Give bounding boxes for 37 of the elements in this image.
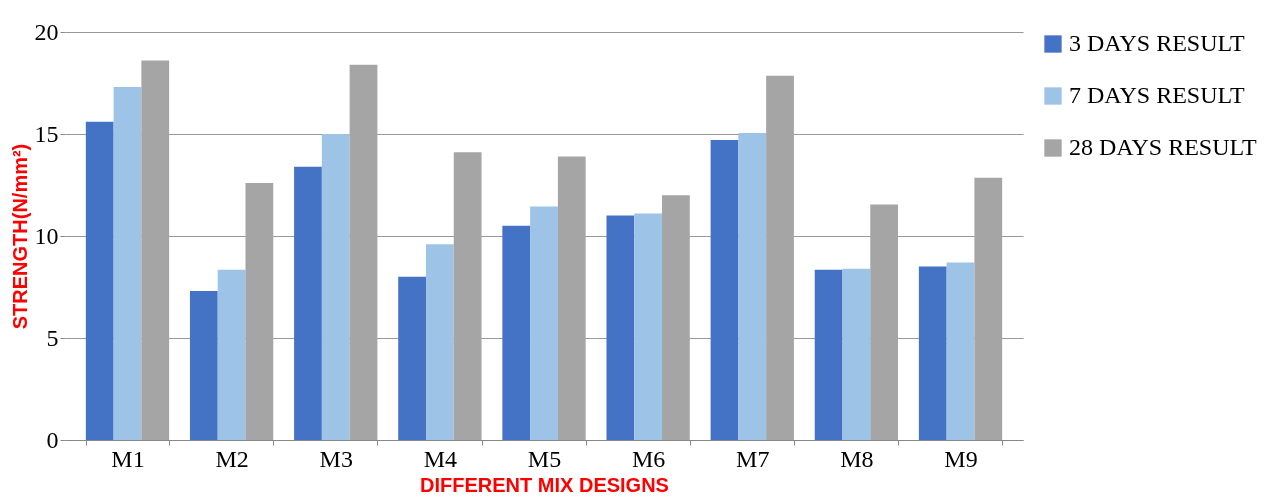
x-axis-title: DIFFERENT MIX DESIGNS bbox=[420, 473, 669, 496]
bar bbox=[634, 213, 663, 440]
bar bbox=[425, 244, 454, 440]
legend-label: 3 DAYS RESULT bbox=[1069, 30, 1245, 56]
x-tick-label: M6 bbox=[631, 445, 666, 472]
x-tick-label: M2 bbox=[215, 445, 249, 472]
y-tick-label: 15 bbox=[34, 120, 59, 147]
x-tick-label: M4 bbox=[423, 445, 458, 472]
bar bbox=[294, 166, 322, 440]
bar bbox=[814, 269, 843, 440]
x-tick-label: M1 bbox=[111, 445, 145, 472]
x-tick-label: M5 bbox=[527, 445, 562, 472]
bar bbox=[321, 134, 350, 440]
y-tick-label: 0 bbox=[46, 426, 59, 453]
bar bbox=[85, 121, 114, 440]
bar bbox=[710, 140, 739, 440]
legend-label: 7 DAYS RESULT bbox=[1069, 82, 1245, 108]
x-tick-label: M8 bbox=[840, 445, 874, 472]
x-tick-label: M9 bbox=[944, 445, 978, 472]
y-tick-label: 20 bbox=[34, 18, 59, 45]
bar bbox=[217, 269, 246, 440]
bar bbox=[530, 206, 558, 440]
x-tick-label: M7 bbox=[736, 445, 770, 472]
bar bbox=[398, 276, 426, 440]
bar bbox=[946, 262, 975, 440]
y-axis-title: STRENGTH(N/mm²) bbox=[8, 143, 31, 330]
y-tick-label: 10 bbox=[34, 222, 59, 249]
bar bbox=[113, 87, 142, 440]
bar bbox=[738, 132, 767, 440]
bar bbox=[606, 215, 635, 440]
legend-label: 28 DAYS RESULT bbox=[1069, 134, 1257, 160]
bar bbox=[502, 225, 531, 440]
bar bbox=[918, 266, 947, 440]
y-tick-label: 5 bbox=[46, 324, 59, 351]
bar bbox=[189, 291, 218, 440]
x-tick-label: M3 bbox=[319, 445, 353, 472]
bar bbox=[842, 268, 871, 440]
